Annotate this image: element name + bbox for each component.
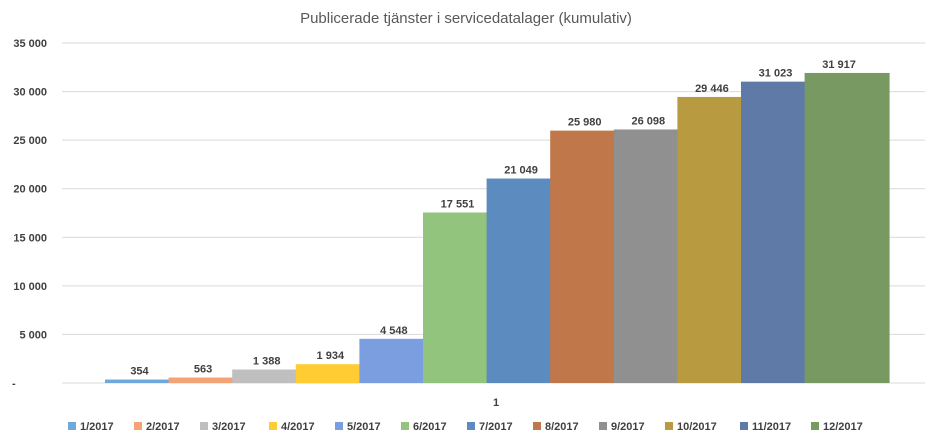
legend-label: 1/2017: [80, 421, 114, 433]
legend-label: 5/2017: [347, 421, 381, 433]
data-label: 4 548: [380, 325, 408, 337]
bars: [105, 72, 890, 384]
y-tick-label: 5 000: [19, 329, 47, 341]
legend-swatch: [68, 422, 76, 430]
legend-label: 10/2017: [677, 421, 717, 433]
legend-label: 8/2017: [545, 421, 579, 433]
x-tick-label: 1: [493, 397, 499, 409]
bar-12-2017: [804, 72, 890, 383]
legend-swatch: [200, 422, 208, 430]
data-label: 29 446: [695, 83, 729, 95]
y-tick-label: 25 000: [13, 135, 47, 147]
legend-label: 12/2017: [823, 421, 863, 433]
legend-swatch: [401, 422, 409, 430]
legend-label: 11/2017: [752, 421, 791, 433]
legend-swatch: [269, 422, 277, 430]
legend-label: 6/2017: [413, 421, 447, 433]
data-label: 17 551: [441, 199, 475, 211]
y-tick-label: 15 000: [13, 232, 47, 244]
y-tick-label: 30 000: [13, 87, 47, 99]
data-label: 1 934: [317, 350, 345, 362]
legend-swatch: [335, 422, 343, 430]
data-labels: 354 563 1 388 1 934 4 548 17 551 21 049 25 980 2…: [130, 59, 856, 378]
legend-label: 4/2017: [281, 421, 315, 433]
data-label: 1 388: [253, 356, 281, 368]
data-label: 31 023: [759, 68, 793, 80]
legend-swatch: [467, 422, 475, 430]
y-axis-ticks: - 5 000 10 000 15 000 20 000 25 000 30 000 35 0…: [12, 38, 47, 390]
y-tick-label: 35 000: [13, 38, 47, 50]
data-label: 354: [130, 366, 149, 378]
legend: 1/2017 2/2017 3/2017 4/2017 5/2017 6/2017 7/20…: [68, 421, 863, 433]
data-label: 31 917: [822, 59, 856, 71]
y-tick-label: 10 000: [13, 281, 47, 293]
chart-title: Publicerade tjänster i servicedatalager …: [300, 10, 632, 27]
legend-swatch: [811, 422, 819, 430]
bar-2-2017: [168, 377, 254, 383]
legend-swatch: [665, 422, 673, 430]
data-label: 21 049: [504, 165, 538, 177]
y-tick-label: 20 000: [13, 184, 47, 196]
bar-1-2017: [105, 379, 190, 383]
legend-label: 9/2017: [611, 421, 645, 433]
legend-swatch: [599, 422, 607, 430]
y-tick-label: -: [12, 378, 16, 390]
legend-label: 7/2017: [479, 421, 513, 433]
data-label: 26 098: [631, 115, 665, 127]
data-label: 563: [194, 364, 212, 376]
legend-swatch: [533, 422, 541, 430]
legend-label: 2/2017: [146, 421, 180, 433]
legend-swatch: [740, 422, 748, 430]
legend-label: 3/2017: [212, 421, 246, 433]
data-label: 25 980: [568, 117, 602, 129]
legend-swatch: [134, 422, 142, 430]
